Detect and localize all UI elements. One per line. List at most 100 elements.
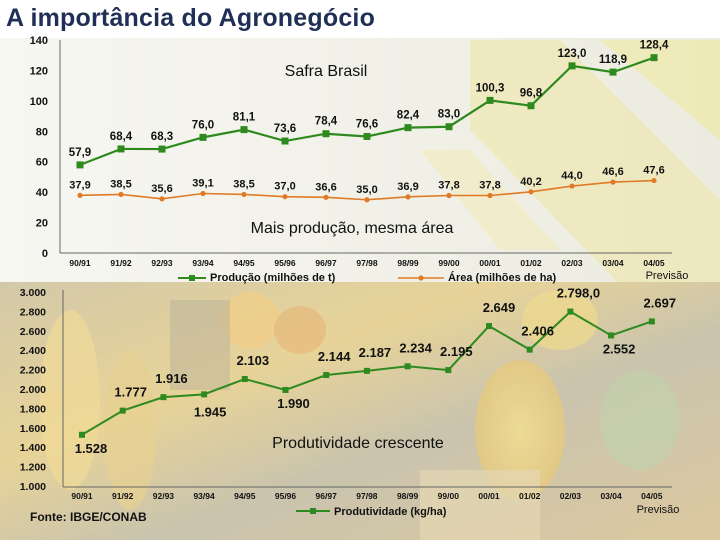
productivity-data-label: 2.103 — [237, 353, 270, 368]
productivity-point — [79, 431, 85, 438]
productivity-point — [404, 363, 411, 370]
productivity-data-label: 1.528 — [75, 441, 108, 456]
area-data-label: 36,9 — [397, 181, 418, 193]
production-point — [363, 132, 371, 140]
area-data-label: 44,0 — [561, 170, 582, 182]
production-point — [322, 130, 330, 138]
production-data-label: 57,9 — [69, 147, 91, 159]
area-data-label: 38,5 — [233, 178, 254, 190]
productivity-data-label: 1.945 — [194, 404, 227, 419]
top-x-tick-label: 98/99 — [397, 258, 419, 268]
top-x-tick-label: 01/02 — [520, 258, 542, 268]
top-x-tick-label: 96/97 — [315, 258, 337, 268]
top-x-tick-label: 95/96 — [274, 258, 296, 268]
production-point — [404, 124, 412, 132]
bottom-x-tick-label: 00/01 — [478, 491, 500, 501]
production-data-label: 81,1 — [233, 112, 256, 124]
production-data-label: 96,8 — [520, 88, 543, 100]
top-x-tick-label: 94/95 — [233, 258, 255, 268]
top-x-tick-label: 92/93 — [151, 258, 173, 268]
area-data-label: 35,6 — [151, 183, 172, 195]
productivity-data-label: 1.777 — [114, 385, 147, 400]
production-point — [650, 54, 658, 62]
productivity-point — [445, 367, 452, 374]
area-point — [159, 196, 165, 202]
production-point — [445, 123, 453, 131]
bottom-x-tick-label: 93/94 — [193, 491, 215, 501]
productivity-point — [567, 308, 574, 315]
productivity-point — [363, 367, 370, 374]
area-point — [487, 192, 493, 199]
area-data-label: 37,0 — [274, 181, 295, 193]
area-data-label: 47,6 — [643, 165, 664, 177]
area-point — [200, 190, 206, 197]
production-data-label: 68,4 — [110, 131, 133, 143]
bottom-x-tick-label: 92/93 — [153, 491, 175, 501]
area-data-label: 46,6 — [602, 166, 623, 178]
productivity-point — [608, 332, 615, 339]
top-chart-annotation: Mais produção, mesma área — [251, 220, 454, 237]
production-data-label: 123,0 — [558, 48, 587, 60]
bottom-chart-plot-panel — [0, 282, 720, 540]
legend-production-marker — [189, 275, 195, 281]
productivity-data-label: 2.406 — [521, 324, 554, 339]
productivity-data-label: 2.798,0 — [557, 286, 600, 301]
bottom-y-tick-label: 1.400 — [20, 442, 46, 454]
production-area-chart: 0 20 40 60 80 100 120 140 90/91 91/92 92/93 93/94 94… — [30, 35, 689, 284]
productivity-data-label: 2.144 — [318, 349, 351, 364]
top-x-tick-label: 99/00 — [438, 258, 460, 268]
area-point — [528, 189, 534, 195]
bottom-x-tick-label: 90/91 — [71, 491, 93, 501]
top-x-tick-label: 04/05 — [643, 258, 665, 268]
top-forecast-note: Previsão — [646, 270, 689, 282]
top-x-tick-label: 93/94 — [192, 258, 214, 268]
production-data-label: 83,0 — [438, 109, 460, 121]
top-x-tick-label: 03/04 — [602, 258, 624, 268]
bottom-x-tick-label: 96/97 — [316, 491, 338, 501]
area-data-label: 40,2 — [520, 176, 541, 188]
bottom-y-tick-label: 2.000 — [20, 384, 46, 396]
production-data-label: 76,6 — [356, 118, 378, 130]
productivity-data-label: 2.234 — [399, 340, 432, 355]
bottom-y-tick-label: 1.600 — [20, 423, 46, 435]
bottom-forecast-note: Previsão — [637, 504, 680, 516]
area-point — [446, 192, 452, 199]
area-data-label: 37,9 — [69, 179, 90, 191]
bottom-x-tick-label: 04/05 — [641, 491, 663, 501]
production-data-label: 76,0 — [192, 119, 214, 131]
bottom-y-tick-label: 3.000 — [20, 287, 46, 299]
top-y-tick-label: 0 — [42, 248, 48, 260]
area-data-label: 36,6 — [315, 181, 336, 193]
area-point — [569, 183, 575, 189]
productivity-point — [119, 407, 126, 414]
slide-title: A importância do Agronegócio — [6, 4, 376, 32]
area-data-label: 37,8 — [438, 179, 459, 191]
productivity-data-label: 2.552 — [603, 341, 636, 356]
bottom-x-tick-label: 99/00 — [438, 491, 460, 501]
bottom-y-tick-label: 1.000 — [20, 481, 46, 493]
area-point — [364, 197, 370, 203]
legend-productivity-marker — [310, 508, 316, 514]
top-y-tick-label: 100 — [30, 96, 48, 108]
bottom-x-tick-label: 03/04 — [600, 491, 622, 501]
production-data-label: 73,6 — [274, 123, 296, 135]
production-data-label: 68,3 — [151, 131, 173, 143]
top-y-tick-label: 40 — [36, 187, 48, 199]
production-point — [281, 137, 289, 145]
productivity-point — [648, 318, 655, 325]
productivity-data-label: 2.187 — [359, 345, 392, 360]
bottom-y-tick-label: 2.200 — [20, 365, 46, 377]
bottom-chart-annotation: Produtividade crescente — [272, 435, 444, 452]
production-point — [76, 161, 84, 169]
area-point — [610, 179, 616, 185]
production-point — [486, 96, 494, 104]
area-point — [651, 177, 657, 184]
top-y-tick-label: 80 — [36, 126, 48, 138]
productivity-point — [323, 372, 330, 379]
top-x-tick-label: 00/01 — [479, 258, 501, 268]
bottom-y-tick-label: 1.800 — [20, 403, 46, 415]
bottom-y-tick-label: 1.200 — [20, 462, 46, 474]
top-x-tick-label: 91/92 — [110, 258, 132, 268]
bottom-x-tick-label: 91/92 — [112, 491, 134, 501]
